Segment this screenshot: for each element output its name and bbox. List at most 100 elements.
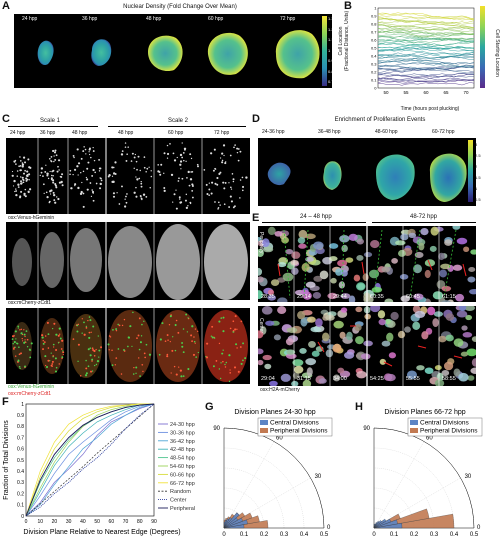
trajectory-line xyxy=(377,14,475,21)
panel-b-xtick: 55 xyxy=(403,90,409,95)
panel-d-title: Enrichment of Proliferation Events xyxy=(334,117,426,123)
panel-f-series-line xyxy=(25,403,155,517)
panel-f-xtick: 50 xyxy=(94,519,100,525)
trajectory-line xyxy=(377,68,475,73)
polar-radial-tick: 0 xyxy=(372,532,376,538)
polar-angle-tick: 90 xyxy=(363,426,370,432)
trajectory-line xyxy=(377,76,475,81)
panel-f-xtick: 10 xyxy=(37,519,43,525)
panel-f-legend-entry: 36-42 hpp xyxy=(170,439,195,445)
panel-b-xtick: 65 xyxy=(443,90,449,95)
panel-c-tp-1: 36 hpp xyxy=(40,130,56,136)
trajectory-line xyxy=(377,53,475,59)
polar-wedge xyxy=(373,522,378,529)
trajectory-line xyxy=(377,20,475,29)
polar-radial-tick: 0.2 xyxy=(410,532,419,538)
panel-f-ytick: 1 xyxy=(21,402,24,408)
polar-legend-entry: Central Divisions xyxy=(270,420,320,427)
panel-e-c-time-2: 34:00 xyxy=(333,376,347,382)
polar-legend-entry: Peripheral Divisions xyxy=(420,428,478,435)
panel-e-right-header: 48-72 hpp xyxy=(410,214,438,220)
panel-b-ytick: 0.1 xyxy=(371,78,377,83)
panel-f-series-line xyxy=(25,403,155,517)
trajectory-line xyxy=(377,37,475,44)
panel-d-image xyxy=(258,138,476,206)
panel-e-center-image xyxy=(258,306,476,386)
panel-f-ytick: 0.8 xyxy=(17,424,24,430)
panel-b-xtick: 60 xyxy=(423,90,429,95)
panel-c-row1-image xyxy=(6,138,250,214)
panel-e-c-time-1: 31:15 xyxy=(297,376,311,382)
panel-f-legend-entry: 48-54 hpp xyxy=(170,456,195,462)
polar-wedge xyxy=(223,518,230,529)
panel-f-ytick: 0.9 xyxy=(17,413,24,419)
panel-e-p-time-0: 28:35 xyxy=(261,294,275,300)
panel-f-ytick: 0.1 xyxy=(17,503,24,509)
panel-h-chart: Division Planes 66-72 hpp 90 60 30 0 0 0.1 0.2 0… xyxy=(350,404,500,540)
trajectory-line xyxy=(377,30,475,40)
panel-b-xtick: 70 xyxy=(463,90,469,95)
polar-radial-tick: 0.5 xyxy=(320,532,329,538)
panel-f-ytick: 0.7 xyxy=(17,435,24,441)
panel-f-legend-entry: 30-36 hpp xyxy=(170,430,195,436)
panel-f-xlabel: Division Plane Relative to Nearest Edge … xyxy=(23,529,180,536)
panel-a-colorbar xyxy=(322,16,327,86)
polar-angle-tick: 60 xyxy=(276,435,283,441)
panel-a-colorbar-ticks: 1.3 1.2 1.1 1 0.9 0.8 0.7 xyxy=(328,16,334,84)
panel-c-tp-5: 72 hpp xyxy=(214,130,230,136)
trajectory-line xyxy=(377,56,475,63)
panel-f-legend-entry: 60-66 hpp xyxy=(170,472,195,478)
trajectory-line xyxy=(377,12,475,20)
panel-f-xtick: 0 xyxy=(25,519,28,525)
trajectory-line xyxy=(377,80,475,84)
trajectory-line xyxy=(377,77,475,83)
panel-f-legend-entry: Center xyxy=(170,498,187,504)
panel-c-scale1-bar xyxy=(8,126,98,127)
panel-a-tp-4: 72 hpp xyxy=(280,16,296,22)
trajectory-line xyxy=(377,82,475,86)
trajectory-line xyxy=(377,73,475,78)
panel-f-ytick: 0 xyxy=(21,514,24,520)
panel-c-tp-3: 48 hpp xyxy=(118,130,134,136)
polar-radial-tick: 0.1 xyxy=(390,532,399,538)
panel-f-series-line xyxy=(25,403,155,517)
polar-angle-tick: 30 xyxy=(465,474,472,480)
trajectory-line xyxy=(377,49,475,55)
polar-legend-swatch xyxy=(410,428,418,433)
panel-f-legend-entry: 54-60 hpp xyxy=(170,464,195,470)
panel-c-row3-label-green: osx:Venus-hGeminin xyxy=(8,384,55,390)
panel-f-xtick: 70 xyxy=(123,519,129,525)
panel-e-left-header: 24 – 48 hpp xyxy=(300,214,332,220)
panel-d-tp-0: 24-36 hpp xyxy=(262,129,285,135)
trajectory-line xyxy=(377,53,475,62)
polar-wedge xyxy=(373,518,392,529)
blastema-48hpp xyxy=(148,35,183,72)
panel-a-title: Nuclear Density (Fold Change Over Mean) xyxy=(123,4,237,10)
panel-f-xtick: 30 xyxy=(66,519,72,525)
panel-f-xtick: 90 xyxy=(151,519,157,525)
panel-f-series-line xyxy=(25,403,154,517)
panel-b-chart: 50 55 60 65 70 0 0.1 0.2 0.3 0.4 0.5 0.6 0.7 0.8 0.9 1 xyxy=(360,4,478,106)
panel-g-label: G xyxy=(205,401,214,413)
panel-c-row2-image xyxy=(6,222,250,300)
panel-c-tp-4: 60 hpp xyxy=(168,130,184,136)
blastema-60hpp xyxy=(207,32,248,75)
panel-c-tp-2: 48 hpp xyxy=(72,130,88,136)
trajectory-line xyxy=(377,53,475,57)
panel-d-tp-1: 36-48 hpp xyxy=(318,129,341,135)
panel-b-ytick: 0.5 xyxy=(371,46,377,51)
polar-legend-entry: Central Divisions xyxy=(420,420,470,427)
polar-wedge xyxy=(223,517,232,529)
panel-f-label: F xyxy=(2,396,9,408)
panel-c-row3-label-red: osx:mCherry-zCdt1 xyxy=(8,391,52,397)
trajectory-line xyxy=(377,46,475,52)
panel-a-image xyxy=(14,14,332,88)
panel-c-row3-image xyxy=(6,308,250,384)
panel-b-ytick: 0.3 xyxy=(371,62,377,67)
panel-f-legend-entry: Peripheral xyxy=(170,506,195,512)
polar-wedge xyxy=(373,523,375,529)
panel-f-ytick: 0.4 xyxy=(17,469,24,475)
panel-b-ylabel: Cell Location (Fractional Distance, Unit… xyxy=(338,10,350,72)
trajectory-line xyxy=(377,27,475,36)
polar-radial-tick: 0.2 xyxy=(260,532,269,538)
